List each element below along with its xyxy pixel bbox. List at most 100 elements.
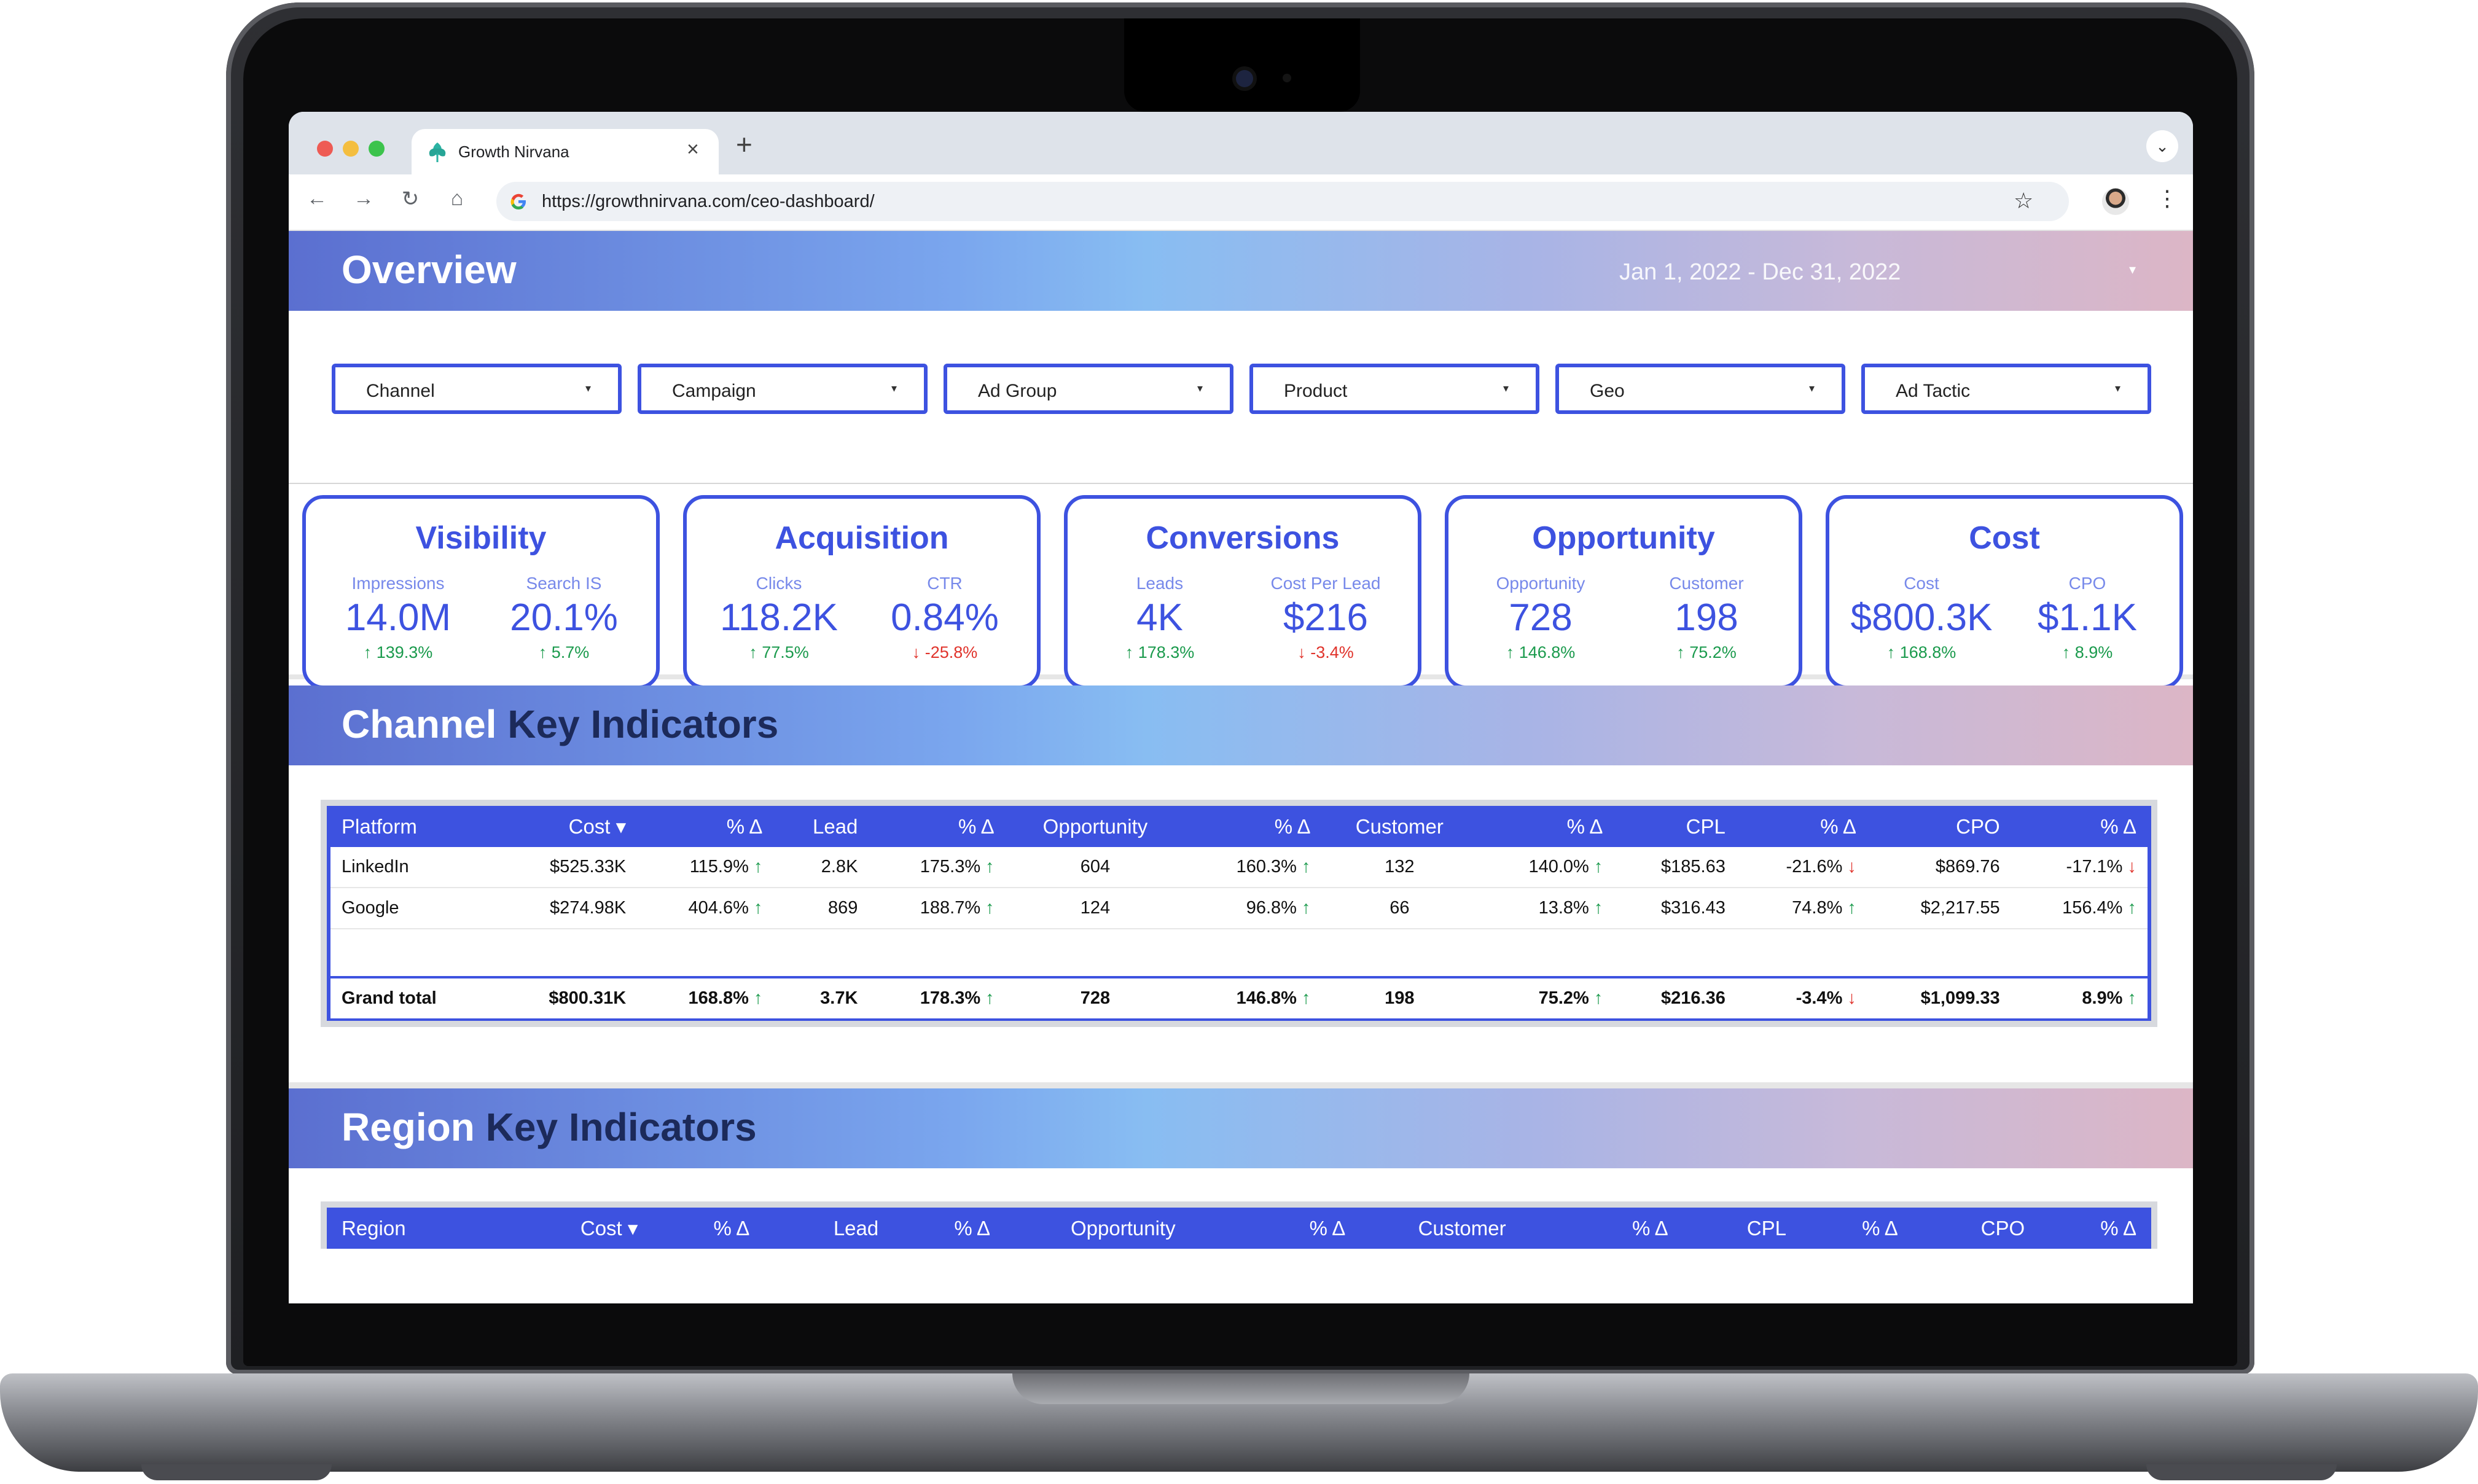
table-cell: 124 (1005, 888, 1186, 929)
kpi-metric-label: Search IS (526, 574, 602, 593)
filter-dropdown-ad-tactic[interactable]: Ad Tactic ▾ (1861, 364, 2151, 414)
filter-dropdown-geo[interactable]: Geo ▾ (1555, 364, 1845, 414)
filter-dropdown-channel[interactable]: Channel ▾ (332, 364, 622, 414)
kpi-metric: Customer 198 ↑ 75.2% (1627, 574, 1786, 662)
column-header: % Δ (637, 806, 774, 847)
kpi-metric-label: Customer (1669, 574, 1744, 593)
total-cell: 198 (1321, 976, 1478, 1021)
tab-strip: Growth Nirvana × + ⌄ (289, 112, 2193, 174)
kpi-metric-label: CPO (2068, 574, 2106, 593)
arrow-up-icon: ↑ (753, 988, 763, 1008)
table-cell: Google (330, 888, 497, 929)
total-cell: 8.9% ↑ (2011, 976, 2148, 1021)
table-header-row: Region Cost ▾% Δ Lead% Δ Opportunity% Δ Cust… (330, 1208, 2148, 1249)
filter-dropdown-product[interactable]: Product ▾ (1249, 364, 1539, 414)
table-cell: $869.76 (1867, 847, 2011, 888)
kpi-metric: CTR 0.84% ↓ -25.8% (865, 574, 1025, 662)
arrow-down-icon: ↓ (2127, 857, 2137, 877)
tab-growth-nirvana[interactable]: Growth Nirvana × (412, 129, 719, 174)
camera-sensor (1283, 74, 1291, 82)
date-range-picker[interactable]: Jan 1, 2022 - Dec 31, 2022 (1619, 259, 1901, 285)
region-table-frame: Region Cost ▾% Δ Lead% Δ Opportunity% Δ Cust… (321, 1201, 2157, 1249)
kpi-metric-delta: ↑ 77.5% (749, 643, 809, 662)
total-cell: $1,099.33 (1867, 976, 2011, 1021)
tab-search-button[interactable]: ⌄ (2146, 130, 2178, 162)
overview-title: Overview (342, 248, 517, 292)
column-header: Region (330, 1208, 496, 1249)
table-cell: 869 (773, 888, 869, 929)
maximize-window-button[interactable] (369, 141, 385, 157)
kpi-metric-value: 4K (1136, 596, 1183, 639)
table-cell: 404.6% ↑ (637, 888, 774, 929)
channel-key-indicators-section: Channel Key Indicators Platform Cost ▾% Δ… (289, 685, 2193, 1060)
filter-dropdown-campaign[interactable]: Campaign ▾ (638, 364, 928, 414)
address-bar[interactable]: https://growthnirvana.com/ceo-dashboard/… (496, 182, 2069, 221)
total-cell: 75.2% ↑ (1477, 976, 1614, 1021)
column-header[interactable]: Cost ▾ (496, 1208, 649, 1249)
new-tab-button[interactable]: + (736, 128, 752, 160)
column-header: CPL (1614, 806, 1737, 847)
kpi-card-opportunity: Opportunity Opportunity 728 ↑ 146.8% Custome… (1445, 495, 1802, 689)
channel-table-frame: Platform Cost ▾% Δ Lead% Δ Opportunity% Δ Cu… (321, 800, 2157, 1027)
kpi-metric-delta: ↑ 168.8% (1886, 643, 1956, 662)
kpi-metric-delta: ↑ 75.2% (1676, 643, 1737, 662)
reload-icon[interactable]: ↻ (401, 187, 420, 211)
growth-nirvana-logo-icon (429, 143, 446, 162)
region-section-title: Region Key Indicators (342, 1104, 757, 1150)
kpi-cards: Visibility Impressions 14.0M ↑ 139.3% Search… (289, 484, 2193, 689)
forward-arrow-icon[interactable]: → (353, 187, 374, 210)
filter-label: Ad Group (978, 381, 1057, 401)
arrow-up-icon: ↑ (753, 857, 763, 877)
column-header: CPO (1867, 806, 2011, 847)
arrow-up-icon: ↑ (1593, 898, 1603, 918)
browser-menu-icon[interactable]: ⋮ (2156, 186, 2178, 211)
kpi-metric: Clicks 118.2K ↑ 77.5% (699, 574, 859, 662)
kpi-card-conversions: Conversions Leads 4K ↑ 178.3% Cost Per Lead $… (1064, 495, 1421, 689)
column-header: % Δ (2011, 806, 2148, 847)
table-cell: LinkedIn (330, 847, 497, 888)
kpi-metric: Leads 4K ↑ 178.3% (1080, 574, 1240, 662)
date-range-caret-icon[interactable]: ▾ (2129, 262, 2136, 277)
close-window-button[interactable] (317, 141, 333, 157)
profile-avatar[interactable] (2102, 188, 2129, 215)
kpi-metric: Cost Per Lead $216 ↓ -3.4% (1246, 574, 1405, 662)
table-row: LinkedIn $525.33K 115.9% ↑ 2.8K 175.3% ↑ 604 1… (330, 847, 2148, 888)
kpi-metric: Search IS 20.1% ↑ 5.7% (484, 574, 644, 662)
column-header: % Δ (889, 1208, 1002, 1249)
kpi-metric-value: 0.84% (891, 596, 999, 639)
dashboard-page: Overview Jan 1, 2022 - Dec 31, 2022 ▾ Ch… (289, 231, 2193, 1303)
bookmark-star-icon[interactable]: ☆ (2014, 188, 2034, 213)
arrow-up-icon: ↑ (1302, 988, 1311, 1008)
table-cell: 160.3% ↑ (1185, 847, 1322, 888)
tab-title: Growth Nirvana (458, 143, 569, 161)
kpi-metric-delta: ↑ 5.7% (538, 643, 590, 662)
minimize-window-button[interactable] (343, 141, 359, 157)
kpi-metric-value: 14.0M (345, 596, 451, 639)
kpi-card-title: Cost (1969, 520, 2040, 556)
arrow-up-icon: ↑ (1593, 857, 1603, 877)
kpi-card-cost: Cost Cost $800.3K ↑ 168.8% CPO $1.1K ↑ 8.9% (1826, 495, 2183, 689)
arrow-up-icon: ↑ (753, 898, 763, 918)
filter-dropdown-ad-group[interactable]: Ad Group ▾ (944, 364, 1233, 414)
region-table: Region Cost ▾% Δ Lead% Δ Opportunity% Δ Cust… (330, 1208, 2148, 1249)
table-cell: $525.33K (496, 847, 638, 888)
laptop-foot-right (2146, 1464, 2337, 1480)
column-header: % Δ (1185, 806, 1322, 847)
home-icon[interactable]: ⌂ (450, 187, 464, 210)
column-header: % Δ (1477, 806, 1614, 847)
column-header: Customer (1356, 1208, 1568, 1249)
column-header: Customer (1321, 806, 1478, 847)
arrow-up-icon: ↑ (985, 988, 995, 1008)
dropdown-caret-icon: ▾ (1197, 382, 1203, 394)
column-header: % Δ (649, 1208, 761, 1249)
tab-close-icon[interactable]: × (687, 138, 699, 161)
back-arrow-icon[interactable]: ← (307, 187, 327, 210)
kpi-metric: Cost $800.3K ↑ 168.8% (1842, 574, 2001, 662)
kpi-metric-label: Cost Per Lead (1270, 574, 1381, 593)
column-header[interactable]: Cost ▾ (496, 806, 638, 847)
kpi-metric-label: Cost (1904, 574, 1939, 593)
region-title-dark: Key Indicators (485, 1105, 757, 1149)
table-cell: 132 (1321, 847, 1478, 888)
kpi-card-title: Acquisition (775, 520, 949, 556)
arrow-up-icon: ↑ (2127, 988, 2137, 1008)
